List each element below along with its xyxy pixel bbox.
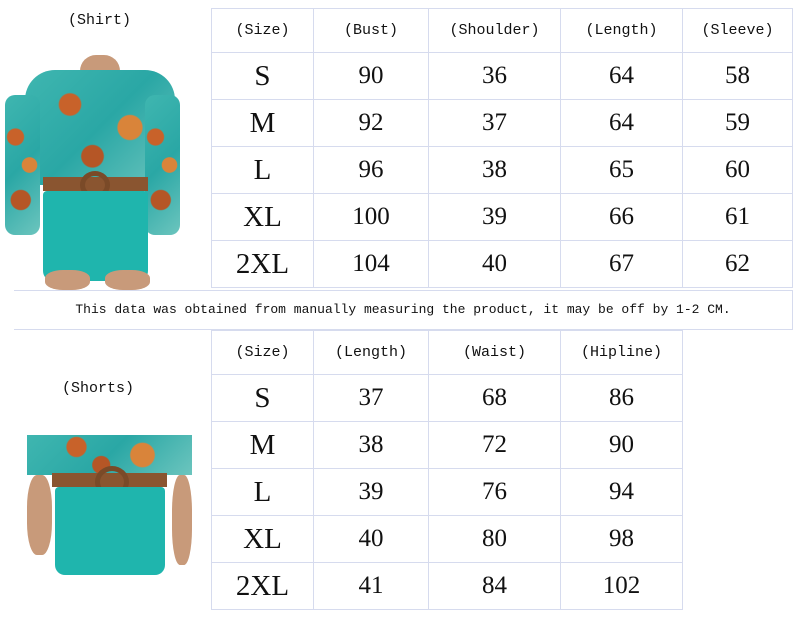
table-row: S 90 36 64 58	[211, 52, 793, 100]
header-cell: (Length)	[313, 330, 429, 375]
value-cell: 38	[313, 421, 429, 469]
size-cell: XL	[211, 515, 314, 563]
table-row: 2XL 41 84 102	[211, 562, 683, 610]
value-cell: 102	[560, 562, 683, 610]
header-cell: (Sleeve)	[682, 8, 793, 53]
value-cell: 72	[428, 421, 561, 469]
shirt-size-table: (Size) (Bust) (Shoulder) (Length) (Sleev…	[211, 8, 793, 288]
table-header-row: (Size) (Length) (Waist) (Hipline)	[211, 330, 683, 375]
header-cell: (Shoulder)	[428, 8, 561, 53]
header-cell: (Size)	[211, 330, 314, 375]
value-cell: 41	[313, 562, 429, 610]
value-cell: 100	[313, 193, 429, 241]
value-cell: 60	[682, 146, 793, 194]
table-row: 2XL 104 40 67 62	[211, 240, 793, 288]
table-header-row: (Size) (Bust) (Shoulder) (Length) (Sleev…	[211, 8, 793, 53]
table-row: XL 100 39 66 61	[211, 193, 793, 241]
size-cell: 2XL	[211, 562, 314, 610]
value-cell: 68	[428, 374, 561, 422]
value-cell: 38	[428, 146, 561, 194]
size-cell: S	[211, 374, 314, 422]
table-row: M 38 72 90	[211, 421, 683, 469]
table-row: S 37 68 86	[211, 374, 683, 422]
value-cell: 62	[682, 240, 793, 288]
value-cell: 67	[560, 240, 683, 288]
value-cell: 90	[560, 421, 683, 469]
value-cell: 80	[428, 515, 561, 563]
value-cell: 61	[682, 193, 793, 241]
value-cell: 58	[682, 52, 793, 100]
size-cell: M	[211, 99, 314, 147]
value-cell: 76	[428, 468, 561, 516]
value-cell: 96	[313, 146, 429, 194]
header-cell: (Waist)	[428, 330, 561, 375]
size-cell: 2XL	[211, 240, 314, 288]
table-row: L 96 38 65 60	[211, 146, 793, 194]
value-cell: 90	[313, 52, 429, 100]
size-cell: M	[211, 421, 314, 469]
value-cell: 64	[560, 52, 683, 100]
header-cell: (Hipline)	[560, 330, 683, 375]
value-cell: 94	[560, 468, 683, 516]
size-cell: L	[211, 146, 314, 194]
size-cell: L	[211, 468, 314, 516]
size-cell: XL	[211, 193, 314, 241]
header-cell: (Size)	[211, 8, 314, 53]
value-cell: 37	[428, 99, 561, 147]
table-row: L 39 76 94	[211, 468, 683, 516]
value-cell: 36	[428, 52, 561, 100]
size-cell: S	[211, 52, 314, 100]
value-cell: 39	[428, 193, 561, 241]
value-cell: 84	[428, 562, 561, 610]
measurement-note: This data was obtained from manually mea…	[14, 290, 793, 330]
value-cell: 104	[313, 240, 429, 288]
shirt-product-photo	[5, 55, 180, 290]
value-cell: 98	[560, 515, 683, 563]
value-cell: 86	[560, 374, 683, 422]
value-cell: 39	[313, 468, 429, 516]
value-cell: 40	[428, 240, 561, 288]
header-cell: (Length)	[560, 8, 683, 53]
shorts-size-table: (Size) (Length) (Waist) (Hipline) S 37 68 8…	[211, 330, 683, 610]
table-row: M 92 37 64 59	[211, 99, 793, 147]
shorts-product-photo	[27, 435, 192, 575]
header-cell: (Bust)	[313, 8, 429, 53]
value-cell: 37	[313, 374, 429, 422]
value-cell: 66	[560, 193, 683, 241]
value-cell: 40	[313, 515, 429, 563]
shirt-label: (Shirt)	[68, 12, 132, 29]
value-cell: 59	[682, 99, 793, 147]
value-cell: 64	[560, 99, 683, 147]
table-row: XL 40 80 98	[211, 515, 683, 563]
value-cell: 65	[560, 146, 683, 194]
value-cell: 92	[313, 99, 429, 147]
shorts-label: (Shorts)	[62, 380, 135, 397]
